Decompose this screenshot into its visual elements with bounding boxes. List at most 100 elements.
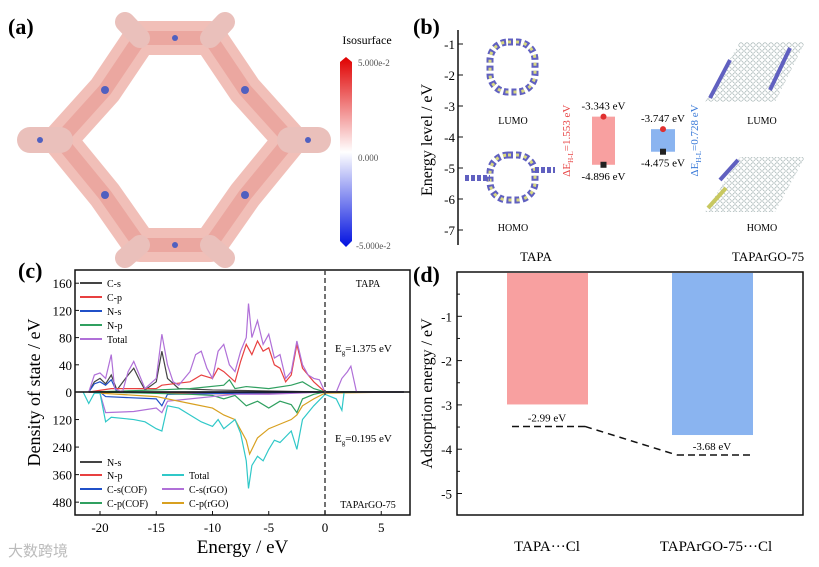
y-tick-label-c: 40 [59, 358, 72, 373]
legend-label: N-p [107, 471, 123, 482]
adsorption-bar-0 [507, 273, 588, 405]
y-tick-label-c: 160 [53, 276, 73, 291]
panel-label-a: (a) [8, 14, 34, 39]
lumo-point [660, 126, 666, 133]
value-label-d: -2.99 eV [528, 412, 567, 424]
system-label-tapa: TAPA [356, 279, 381, 290]
homo-value-label: -4.896 eV [582, 171, 626, 183]
legend-label: C-s(rGO) [189, 485, 227, 496]
panel-label-b: (b) [413, 14, 440, 39]
legend-label: C-p(COF) [107, 499, 148, 510]
y-tick-label-b: -4 [444, 130, 455, 145]
lumo-label-tapa: LUMO [498, 116, 527, 127]
gap-bar-1 [651, 129, 675, 152]
y-axis-label-d: Adsorption energy / eV [419, 318, 436, 469]
colorbar [340, 57, 352, 247]
legend-label: C-p(rGO) [189, 499, 228, 510]
y-tick-label-c: 80 [59, 331, 72, 346]
y-axis-label-b: Energy level / eV [419, 84, 436, 197]
y-tick-label-b: -3 [444, 99, 455, 114]
legend-label: N-s [107, 307, 122, 318]
lumo-value-label: -3.343 eV [582, 101, 626, 113]
lumo-value-label: -3.747 eV [641, 113, 685, 125]
legend-label: N-s [107, 458, 122, 469]
sample-label-tapa: TAPA [520, 249, 552, 264]
x-axis-label-c: Energy / eV [197, 537, 289, 558]
panel-label-c: (c) [18, 258, 42, 283]
dos-curve-tapa-total [88, 303, 404, 393]
band-gap-label: Eg=0.195 eV [335, 433, 392, 447]
panel-label-d: (d) [413, 262, 440, 287]
legend-label: C-s [107, 279, 121, 290]
homo-point [660, 148, 666, 155]
orbital-taprgo-lumo [705, 42, 805, 102]
panel-b: (b) Energy level / eV LUMO HOMO LUMO HOM… [413, 14, 805, 264]
dos-curve-taprgo-c-prgo [99, 391, 404, 456]
gap-label: ΔEH-L=0.728 eV [689, 104, 703, 176]
panel-c: (c) -20 -15 -10 -5 0 5 0 40 80 120 160 120 240 360 480… [18, 258, 411, 558]
x-tick-label-c: -15 [148, 520, 165, 535]
y-tick-label-c: 360 [53, 468, 73, 483]
y-tick-label-b: -6 [444, 192, 455, 207]
y-tick-label-b: -7 [444, 223, 455, 238]
orbital-tapa-homo [465, 151, 555, 204]
dos-curves [82, 303, 404, 489]
dos-curve-taprgo-c-srgo [99, 391, 404, 414]
gap-label: ΔEH-L=1.553 eV [561, 105, 575, 177]
y-tick-label-c: 120 [53, 413, 73, 428]
legend-label: Total [189, 471, 210, 482]
system-label-taprgo: TAPArGO-75 [340, 500, 396, 511]
y-tick-label-c: 240 [53, 440, 73, 455]
legend-label: N-p [107, 321, 123, 332]
y-axis-label-c: Density of state / eV [24, 319, 44, 467]
y-tick-label-c: 120 [53, 303, 73, 318]
watermark: 大数跨境 [8, 542, 69, 560]
plot-frame-d [456, 271, 804, 516]
dos-curve-tapa-n-p [88, 378, 404, 393]
y-tick-label-d: -4 [441, 442, 452, 457]
x-tick-label-c: 5 [378, 520, 385, 535]
value-label-d: -3.68 eV [693, 441, 732, 453]
homo-label-taprgo: HOMO [747, 223, 778, 234]
legend-label: C-s(COF) [107, 485, 147, 496]
colorbar-min-label: -5.000e-2 [356, 241, 391, 251]
x-tick-label-c: -5 [263, 520, 274, 535]
y-tick-label-c: 480 [53, 495, 73, 510]
y-tick-label-d: -2 [441, 354, 452, 369]
homo-point [600, 161, 607, 168]
dos-curve-tapa-c-p [88, 339, 404, 393]
legend-label: Total [107, 335, 128, 346]
homo-value-label: -4.475 eV [641, 158, 685, 170]
category-label-d: TAPArGO-75···Cl [660, 539, 772, 555]
x-tick-label-c: -10 [204, 520, 221, 535]
legend-label: C-p [107, 293, 122, 304]
y-tick-label-b: -5 [444, 161, 455, 176]
y-tick-label-b: -2 [444, 68, 455, 83]
y-tick-label-c: 0 [66, 385, 73, 400]
y-tick-label-b: -1 [444, 37, 455, 52]
category-label-d: TAPA···Cl [514, 539, 580, 555]
colorbar-max-label: 5.000e-2 [358, 58, 390, 68]
gap-bar-0 [592, 116, 615, 165]
panel-d: (d) -1 -2 -3 -4 -5 -2.99 eV -3.68 eV TAPA···Cl T… [413, 262, 804, 555]
band-gap-label: Eg=1.375 eV [335, 343, 392, 357]
orbital-tapa-lumo [486, 38, 539, 96]
lumo-label-taprgo: LUMO [747, 116, 776, 127]
adsorption-bar-1 [672, 273, 753, 436]
sample-label-taprgo: TAPArGO-75 [732, 249, 804, 264]
colorbar-mid-label: 0.000 [358, 153, 379, 163]
y-tick-label-d: -5 [441, 487, 452, 502]
dos-curve-tapa-c-s [88, 351, 404, 393]
colorbar-title: Isosurface [342, 33, 391, 47]
y-tick-label-d: -1 [441, 309, 452, 324]
molecule-electrostatic-surface [17, 12, 331, 268]
homo-label-tapa: HOMO [498, 223, 529, 234]
y-tick-label-d: -3 [441, 398, 452, 413]
x-tick-label-c: -20 [91, 520, 108, 535]
panel-a: (a) Isosurface 5.000e-2 0.000 -5.000e-2 [8, 12, 392, 268]
dos-curve-taprgo-total [82, 391, 404, 489]
x-tick-label-c: 0 [322, 520, 329, 535]
lumo-point [600, 113, 607, 120]
orbital-taprgo-homo [705, 157, 805, 212]
